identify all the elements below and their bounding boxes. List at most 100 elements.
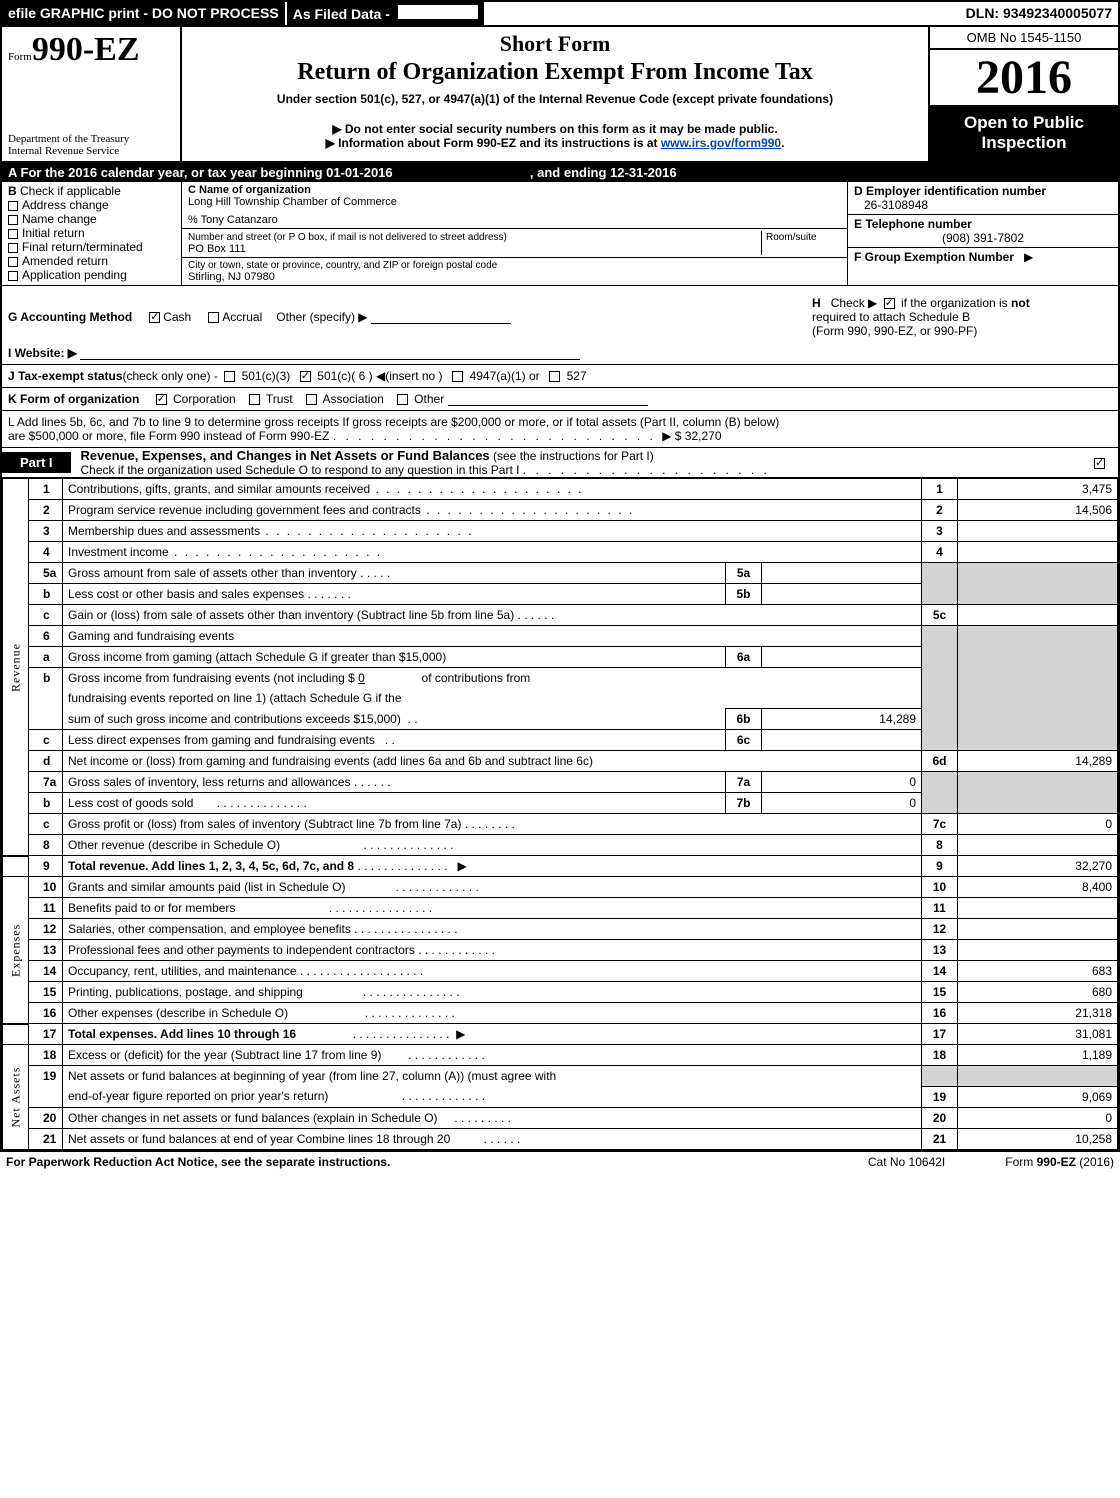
part-i-table: Revenue 1 Contributions, gifts, grants, … (2, 478, 1118, 1150)
line-7c-num: c (29, 814, 63, 835)
other-org-input[interactable] (448, 394, 648, 406)
label-501c: 501(c)( 6 ) (317, 369, 372, 383)
check-cash[interactable] (149, 312, 160, 323)
line-6a-desc: Gross income from gaming (attach Schedul… (68, 650, 446, 664)
section-a-bar: A For the 2016 calendar year, or tax yea… (2, 163, 1118, 182)
org-name: Long Hill Township Chamber of Commerce (188, 196, 841, 208)
city-block: City or town, state or province, country… (182, 258, 847, 285)
line-17-rnum: 17 (922, 1024, 958, 1045)
check-address-change[interactable] (8, 201, 18, 211)
label-accrual: Accrual (222, 310, 262, 324)
line-18-rnum: 18 (922, 1045, 958, 1066)
line-7a-num: 7a (29, 772, 63, 793)
line-7a-mval: 0 (762, 772, 922, 793)
open-to-public: Open to Public Inspection (930, 105, 1118, 161)
paperwork-notice: For Paperwork Reduction Act Notice, see … (6, 1155, 390, 1169)
line-16-num: 16 (29, 1003, 63, 1024)
part-i-header: Part I Revenue, Expenses, and Changes in… (2, 448, 1118, 478)
line-3-desc: Membership dues and assessments (68, 524, 260, 538)
line-6c-num: c (29, 730, 63, 751)
ein-block: D Employer identification number 26-3108… (848, 182, 1118, 215)
check-501c[interactable] (300, 371, 311, 382)
expenses-vlabel: Expenses (3, 877, 29, 1024)
check-initial-return[interactable] (8, 229, 18, 239)
shade-19 (922, 1066, 958, 1087)
line-8-desc: Other revenue (describe in Schedule O) (68, 838, 280, 852)
check-501c3[interactable] (224, 371, 235, 382)
check-trust[interactable] (249, 394, 260, 405)
website-row: I Website: ▶ (2, 342, 1118, 365)
line-1-desc: Contributions, gifts, grants, and simila… (68, 482, 370, 496)
org-name-block: C Name of organization Long Hill Townshi… (182, 182, 847, 229)
h-not: not (1011, 296, 1030, 310)
line-7a-desc: Gross sales of inventory, less returns a… (68, 775, 351, 789)
tel-block: E Telephone number (908) 391-7802 (848, 215, 1118, 248)
line-2-rnum: 2 (922, 500, 958, 521)
as-filed-text: As Filed Data - (293, 6, 390, 22)
calendar-year-begin: A For the 2016 calendar year, or tax yea… (8, 165, 393, 180)
form-of-organization-row: K Form of organization Corporation Trust… (2, 388, 1118, 411)
line-6b-desc1tail: of contributions from (422, 671, 531, 685)
line-20-num: 20 (29, 1107, 63, 1128)
check-name-change[interactable] (8, 215, 18, 225)
tax-year: 2016 (930, 50, 1118, 105)
exp-end (3, 1024, 29, 1045)
column-b-checks: B Check if applicable Address change Nam… (2, 182, 182, 285)
line-4-rnum: 4 (922, 542, 958, 563)
check-amended-return[interactable] (8, 257, 18, 267)
line-11-rnum: 11 (922, 898, 958, 919)
line-7c-desc: Gross profit or (loss) from sales of inv… (68, 817, 461, 831)
line-12-rnum: 12 (922, 919, 958, 940)
addr-value: PO Box 111 (188, 243, 246, 255)
check-association[interactable] (306, 394, 317, 405)
line-6b-num: b (29, 668, 63, 730)
group-exemption-label: F Group Exemption Number (854, 250, 1014, 264)
accounting-method-row: G Accounting Method Cash Accrual Other (… (2, 286, 1118, 342)
check-schedule-b-not-required[interactable] (884, 298, 895, 309)
check-final-return[interactable] (8, 243, 18, 253)
tel-value: (908) 391-7802 (854, 231, 1112, 245)
part-i-check-text: Check if the organization used Schedule … (81, 463, 520, 477)
check-accrual[interactable] (208, 312, 219, 323)
check-527[interactable] (549, 371, 560, 382)
line-5b-num: b (29, 584, 63, 605)
check-schedule-o-used[interactable] (1094, 458, 1105, 469)
line-5b-mnum: 5b (726, 584, 762, 605)
header-left: Form 990-EZ Department of the Treasury I… (2, 27, 182, 161)
rev-end (3, 856, 29, 877)
check-if-applicable: Check if applicable (20, 184, 121, 198)
line-12-val (958, 919, 1118, 940)
line-19-rnum: 19 (922, 1086, 958, 1107)
h-text2: if the organization is (901, 296, 1008, 310)
line-2-val: 14,506 (958, 500, 1118, 521)
line-12-num: 12 (29, 919, 63, 940)
label-final-return: Final return/terminated (22, 240, 143, 254)
check-application-pending[interactable] (8, 271, 18, 281)
irs-link[interactable]: www.irs.gov/form990 (661, 136, 781, 150)
line-8-val (958, 835, 1118, 856)
website-input[interactable] (80, 348, 580, 360)
line-7a-mnum: 7a (726, 772, 762, 793)
line-13-desc: Professional fees and other payments to … (68, 943, 415, 957)
line-13-num: 13 (29, 940, 63, 961)
line-2-num: 2 (29, 500, 63, 521)
line-17-num: 17 (29, 1024, 63, 1045)
line-8-num: 8 (29, 835, 63, 856)
check-4947a1[interactable] (452, 371, 463, 382)
treasury-dept: Department of the Treasury (8, 133, 174, 145)
other-method-input[interactable] (371, 312, 511, 324)
line-18-val: 1,189 (958, 1045, 1118, 1066)
line-6b-desc3: sum of such gross income and contributio… (68, 712, 401, 726)
check-other-org[interactable] (397, 394, 408, 405)
line-10-val: 8,400 (958, 877, 1118, 898)
shade-6v (958, 626, 1118, 751)
label-4947a1: 4947(a)(1) or (470, 369, 540, 383)
check-corporation[interactable] (156, 394, 167, 405)
label-501c-insert: ◀(insert no ) (376, 369, 443, 383)
line-5b-mval (762, 584, 922, 605)
line-5c-desc: Gain or (loss) from sale of assets other… (68, 608, 514, 622)
label-amended-return: Amended return (22, 254, 108, 268)
line-6c-mnum: 6c (726, 730, 762, 751)
b-label: B (8, 184, 17, 198)
line-6d-val: 14,289 (958, 751, 1118, 772)
